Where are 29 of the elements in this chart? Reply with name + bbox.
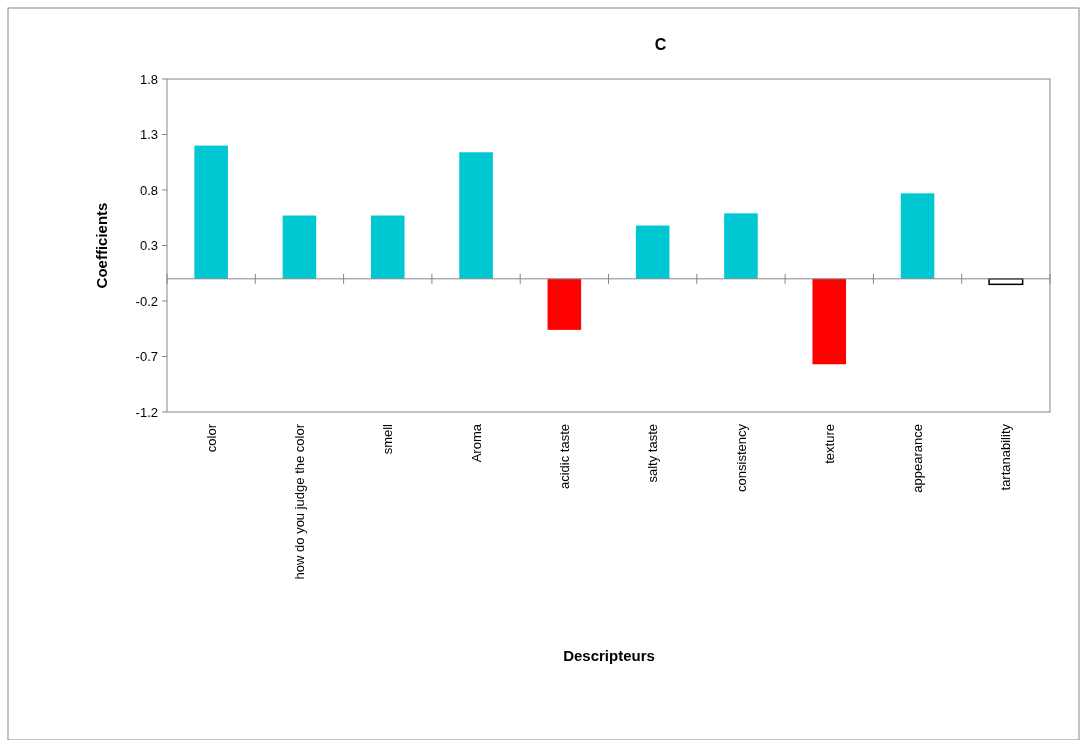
- bar: [635, 225, 670, 279]
- x-tick-label: how do you judge the color: [292, 423, 307, 580]
- bar: [812, 278, 847, 365]
- x-tick-label: consistency: [733, 423, 749, 492]
- x-tick-label: color: [203, 423, 219, 453]
- y-axis-title: Coefficients: [93, 202, 110, 289]
- chart-title: C: [654, 36, 667, 53]
- bar: [547, 278, 582, 330]
- x-tick-label: salty taste: [645, 424, 661, 483]
- bar: [459, 152, 493, 279]
- bar: [900, 193, 935, 279]
- x-tick-label: acidic taste: [556, 424, 572, 490]
- y-tick-label: -0.7: [135, 349, 158, 365]
- y-tick-label: 1.3: [139, 127, 158, 143]
- y-tick-label: 1.8: [139, 71, 158, 87]
- y-tick-label: 0.3: [139, 238, 158, 254]
- bar: [282, 215, 317, 279]
- bar: [194, 145, 228, 279]
- bar: [724, 213, 758, 279]
- x-tick-label: smell: [380, 423, 396, 455]
- y-tick-label: 0.8: [139, 182, 158, 198]
- x-tick-label: texture: [821, 424, 837, 464]
- y-tick-label: -1.2: [135, 404, 158, 420]
- bar: [370, 215, 405, 279]
- x-tick-label: tartanability: [998, 423, 1014, 491]
- x-tick-label: Aroma: [468, 423, 484, 463]
- x-tick-label: appearance: [910, 424, 926, 493]
- y-tick-label: -0.2: [135, 293, 158, 309]
- x-axis-title: Descripteurs: [563, 647, 655, 664]
